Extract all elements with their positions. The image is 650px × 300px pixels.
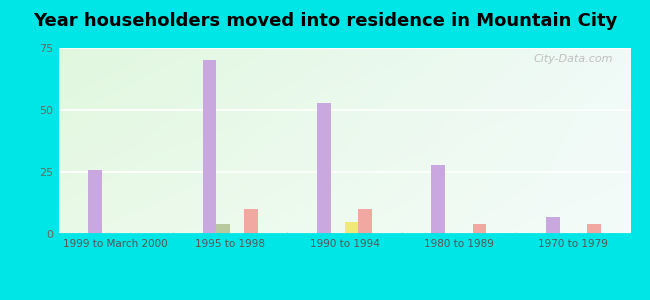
Bar — [432, 165, 445, 234]
Bar — [344, 222, 358, 234]
Bar — [244, 209, 257, 234]
Text: Year householders moved into residence in Mountain City: Year householders moved into residence i… — [32, 12, 617, 30]
Text: City-Data.com: City-Data.com — [534, 54, 614, 64]
Bar — [216, 224, 230, 234]
Bar — [473, 224, 486, 234]
Bar — [203, 60, 216, 234]
Bar — [587, 224, 601, 234]
Bar — [358, 209, 372, 234]
Bar — [546, 217, 560, 234]
Bar — [88, 169, 102, 234]
Bar — [317, 103, 331, 234]
